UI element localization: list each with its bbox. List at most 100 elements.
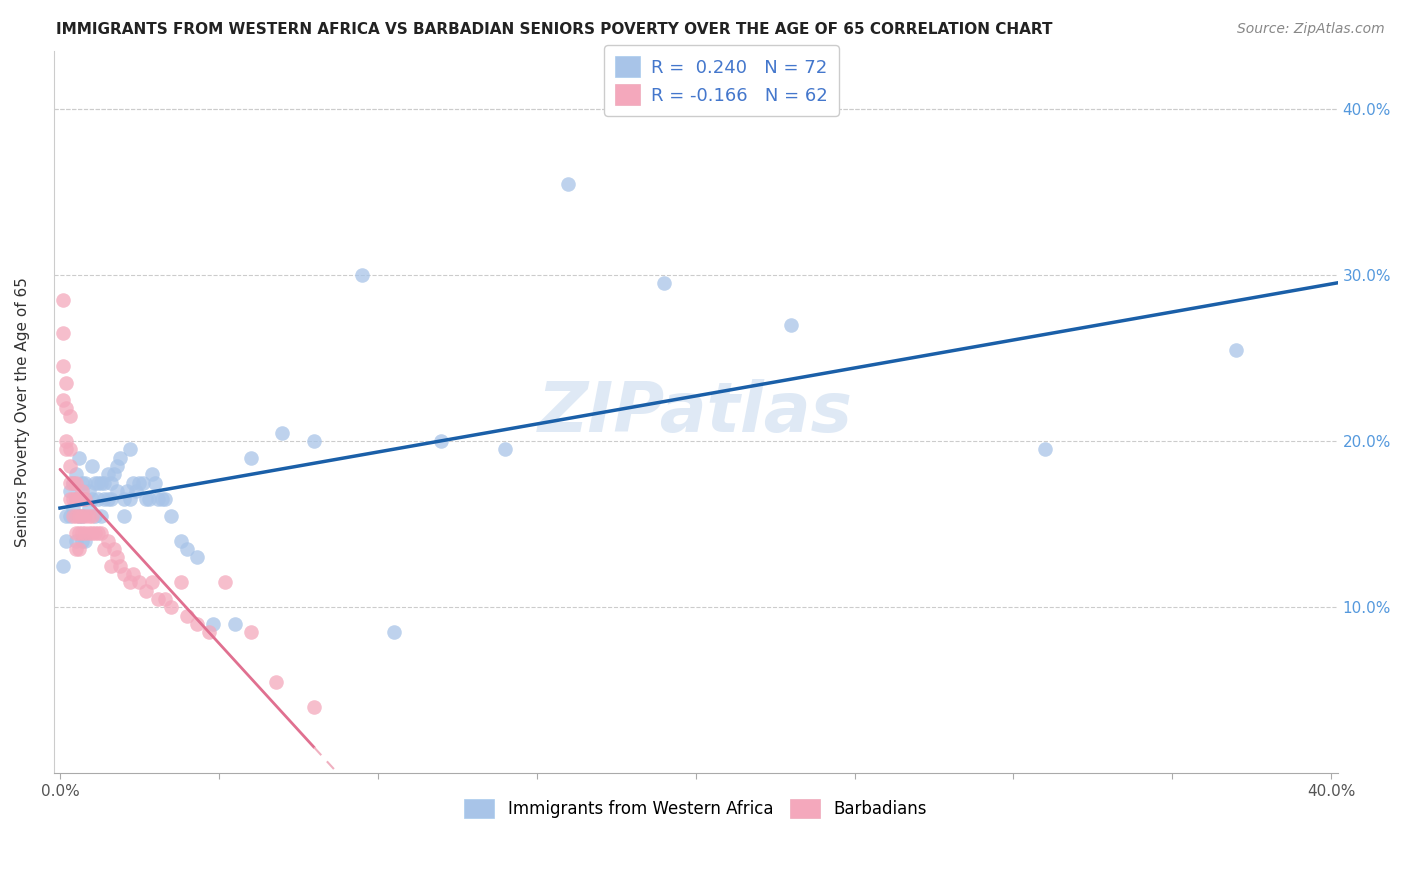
Point — [224, 616, 246, 631]
Point — [122, 475, 145, 490]
Point — [186, 616, 208, 631]
Point — [153, 591, 176, 606]
Point — [118, 492, 141, 507]
Point — [110, 558, 132, 573]
Point — [75, 492, 97, 507]
Point — [67, 492, 90, 507]
Point — [87, 475, 110, 490]
Point — [271, 425, 294, 440]
Point — [186, 550, 208, 565]
Point — [80, 508, 103, 523]
Point — [62, 508, 84, 523]
Point — [148, 492, 170, 507]
Point — [125, 483, 148, 498]
Point — [52, 359, 75, 374]
Point — [70, 483, 93, 498]
Point — [58, 475, 80, 490]
Point — [67, 508, 90, 523]
Y-axis label: Seniors Poverty Over the Age of 65: Seniors Poverty Over the Age of 65 — [15, 277, 30, 547]
Point — [55, 508, 77, 523]
Point — [70, 508, 93, 523]
Point — [105, 458, 128, 473]
Point — [112, 492, 135, 507]
Point — [103, 542, 125, 557]
Point — [65, 467, 87, 482]
Point — [65, 508, 87, 523]
Point — [122, 567, 145, 582]
Point — [176, 608, 198, 623]
Point — [75, 533, 97, 548]
Point — [93, 542, 115, 557]
Point — [55, 376, 77, 390]
Point — [90, 525, 112, 540]
Point — [110, 450, 132, 465]
Point — [93, 475, 115, 490]
Point — [58, 458, 80, 473]
Point — [176, 542, 198, 557]
Point — [67, 542, 90, 557]
Point — [148, 591, 170, 606]
Point — [52, 326, 75, 340]
Legend: Immigrants from Western Africa, Barbadians: Immigrants from Western Africa, Barbadia… — [456, 790, 935, 827]
Point — [239, 450, 262, 465]
Point — [77, 508, 100, 523]
Point — [58, 409, 80, 424]
Point — [115, 483, 138, 498]
Point — [70, 492, 93, 507]
Point — [382, 625, 405, 640]
Point — [780, 318, 803, 332]
Point — [160, 600, 183, 615]
Point — [141, 467, 163, 482]
Point — [652, 277, 675, 291]
Point — [90, 475, 112, 490]
Point — [55, 434, 77, 449]
Point — [135, 492, 157, 507]
Point — [58, 492, 80, 507]
Point — [75, 525, 97, 540]
Point — [118, 442, 141, 457]
Point — [80, 458, 103, 473]
Point — [150, 492, 173, 507]
Point — [1225, 343, 1247, 357]
Point — [97, 492, 120, 507]
Point — [87, 492, 110, 507]
Point — [65, 542, 87, 557]
Point — [557, 177, 579, 191]
Point — [100, 475, 122, 490]
Point — [70, 525, 93, 540]
Point — [302, 434, 325, 449]
Point — [90, 508, 112, 523]
Point — [128, 475, 150, 490]
Point — [430, 434, 453, 449]
Point — [67, 508, 90, 523]
Point — [153, 492, 176, 507]
Point — [84, 475, 107, 490]
Point — [58, 508, 80, 523]
Point — [97, 533, 120, 548]
Point — [62, 475, 84, 490]
Point — [170, 575, 193, 590]
Point — [135, 583, 157, 598]
Point — [103, 467, 125, 482]
Point — [67, 525, 90, 540]
Point — [100, 492, 122, 507]
Point — [75, 492, 97, 507]
Point — [80, 492, 103, 507]
Point — [128, 575, 150, 590]
Point — [198, 625, 221, 640]
Point — [77, 500, 100, 515]
Point — [65, 525, 87, 540]
Point — [1033, 442, 1056, 457]
Point — [143, 475, 166, 490]
Point — [100, 558, 122, 573]
Point — [67, 450, 90, 465]
Point — [75, 475, 97, 490]
Point — [58, 483, 80, 498]
Point — [118, 575, 141, 590]
Point — [70, 533, 93, 548]
Point — [62, 500, 84, 515]
Point — [141, 575, 163, 590]
Point — [214, 575, 236, 590]
Point — [70, 508, 93, 523]
Point — [112, 567, 135, 582]
